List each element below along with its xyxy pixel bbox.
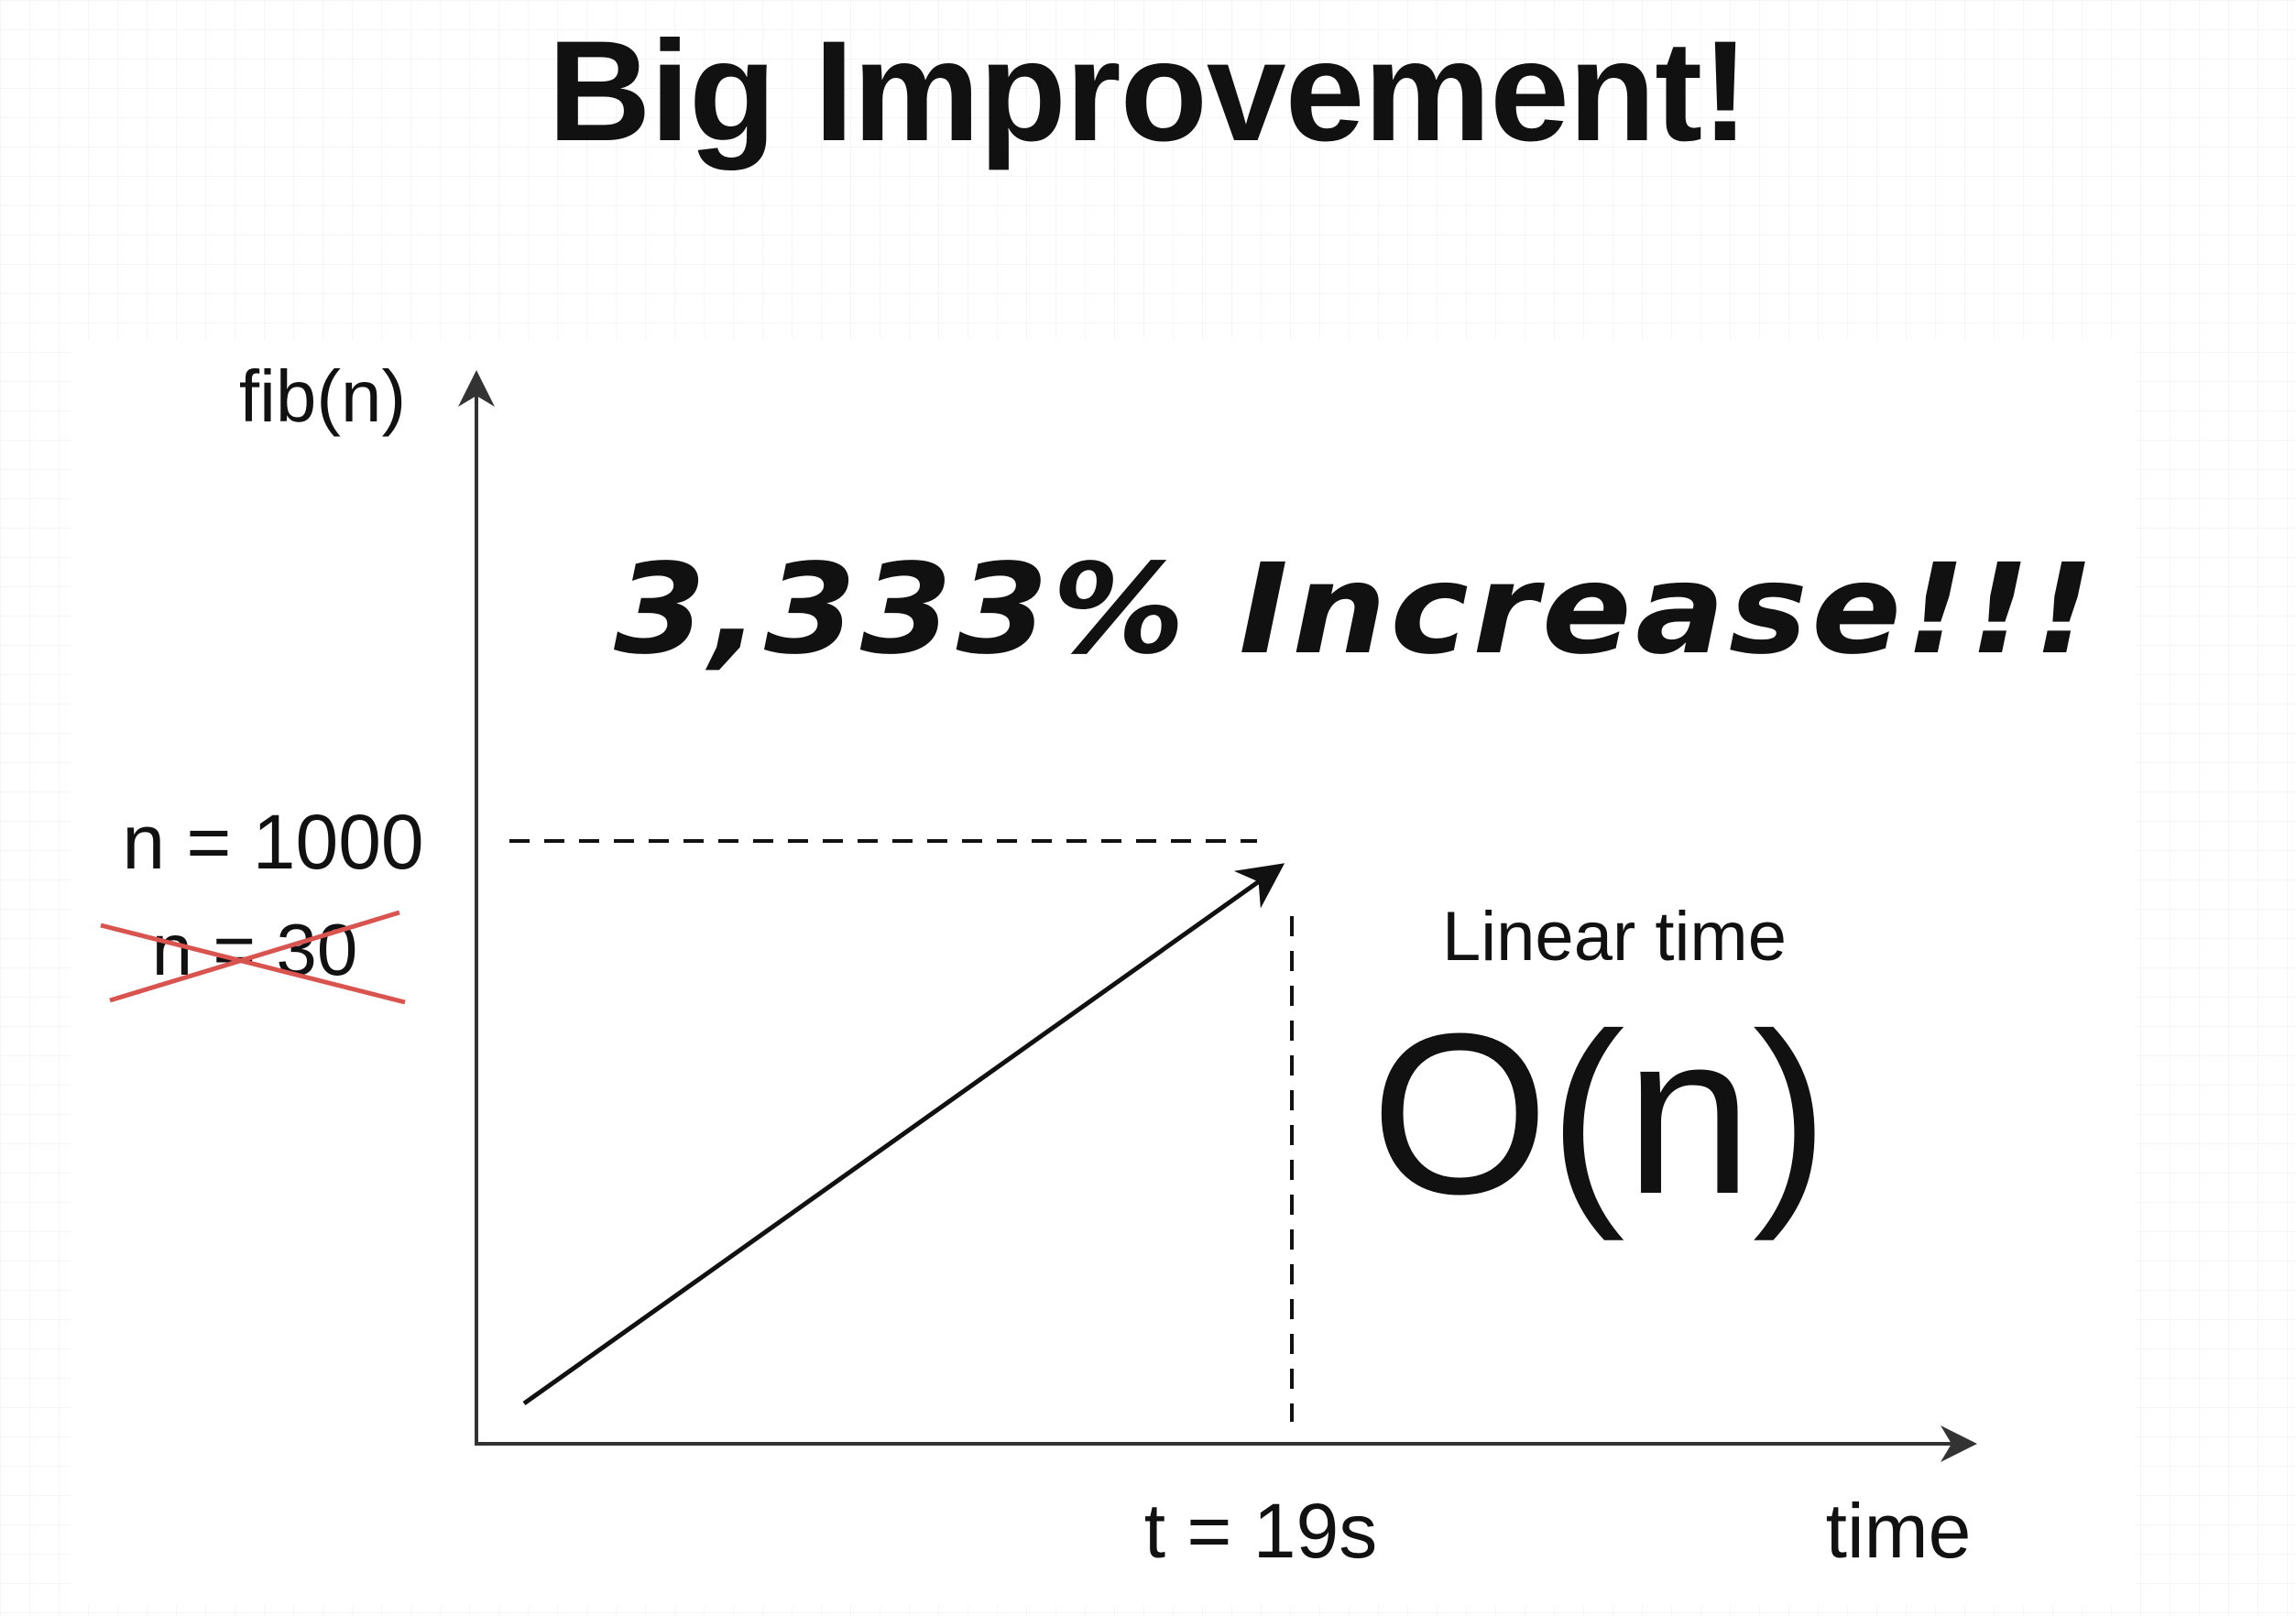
plot-background (71, 339, 2135, 1605)
x-axis-label: time (1826, 1488, 1972, 1574)
strikethrough-cross (100, 910, 406, 1005)
n-new-label: n = 1000 (122, 799, 423, 885)
y-axis-label: fib(n) (239, 355, 406, 437)
page-title: Big Improvement! (547, 12, 1749, 171)
complexity-notation: O(n) (1371, 986, 1829, 1241)
increase-banner: 3,333% Increase!!! (614, 538, 2098, 682)
complexity-caption: Linear time (1442, 898, 1787, 976)
linear-growth-arrow (522, 863, 1285, 1406)
time-value-label: t = 19s (1144, 1488, 1378, 1574)
